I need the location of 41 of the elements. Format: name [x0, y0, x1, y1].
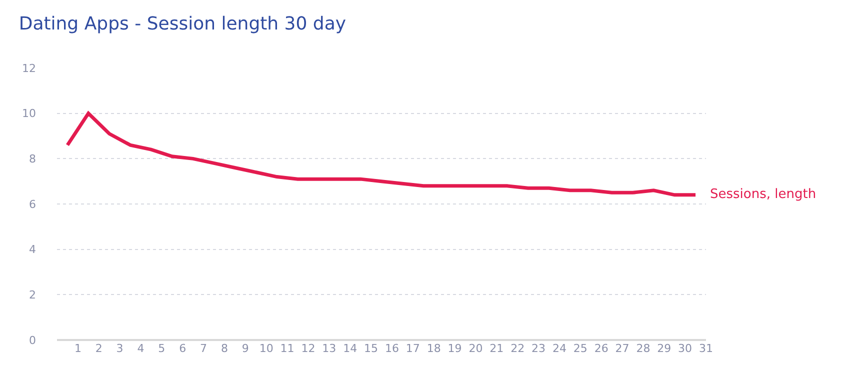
y-tick-label: 6: [29, 198, 36, 211]
x-tick-label: 18: [426, 342, 441, 355]
y-tick-label: 0: [29, 334, 36, 347]
y-tick-label: 8: [29, 152, 36, 166]
x-tick-label: 14: [343, 342, 358, 355]
x-tick-label: 8: [220, 342, 228, 355]
x-tick-label: 16: [384, 342, 399, 355]
x-tick-label: 3: [116, 342, 124, 355]
x-tick-label: 21: [490, 342, 504, 355]
y-tick-label: 10: [22, 107, 36, 120]
x-tick-label: 27: [615, 342, 630, 355]
x-tick-label: 26: [594, 342, 608, 355]
x-tick-label: 29: [657, 342, 672, 355]
y-tick-label: 2: [29, 288, 36, 302]
x-tick-label: 25: [573, 342, 588, 355]
x-tick-label: 9: [242, 342, 249, 355]
x-tick-label: 1: [74, 342, 82, 355]
x-tick-label: 6: [179, 342, 186, 355]
x-tick-label: 24: [552, 342, 566, 355]
x-tick-label: 11: [280, 342, 294, 355]
x-tick-label: 22: [510, 342, 525, 355]
x-tick-label: 4: [137, 342, 144, 355]
x-tick-label: 31: [699, 342, 713, 355]
chart-title: Dating Apps - Session length 30 day: [18, 13, 346, 34]
x-tick-label: 17: [406, 342, 420, 355]
x-tick-label: 5: [158, 342, 166, 355]
x-tick-label: 10: [259, 342, 274, 355]
y-tick-label: 4: [29, 243, 36, 256]
x-tick-label: 12: [301, 342, 316, 355]
x-tick-label: 19: [448, 342, 462, 355]
series-label: Sessions, length: [710, 187, 816, 202]
x-tick-label: 20: [468, 342, 483, 355]
x-tick-label: 28: [636, 342, 650, 355]
x-tick-label: 13: [322, 342, 336, 355]
x-tick-label: 15: [364, 342, 378, 355]
x-tick-label: 7: [200, 342, 208, 355]
line-series: [66, 112, 698, 197]
x-tick-label: 30: [678, 342, 692, 355]
x-tick-label: 2: [95, 342, 102, 355]
x-tick-label: 23: [532, 342, 546, 355]
y-tick-label: 12: [22, 62, 36, 75]
